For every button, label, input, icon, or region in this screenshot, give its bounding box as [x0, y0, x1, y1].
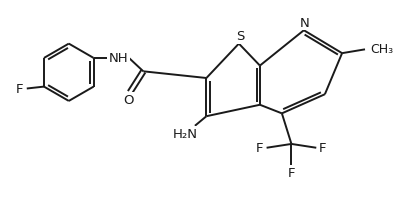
Text: F: F: [256, 142, 264, 154]
Text: H₂N: H₂N: [173, 127, 198, 140]
Text: CH₃: CH₃: [371, 43, 394, 56]
Text: F: F: [319, 142, 327, 154]
Text: F: F: [15, 83, 23, 96]
Text: F: F: [288, 166, 295, 179]
Text: NH: NH: [109, 52, 128, 65]
Text: N: N: [300, 17, 310, 30]
Text: S: S: [237, 30, 245, 43]
Text: O: O: [124, 94, 134, 107]
